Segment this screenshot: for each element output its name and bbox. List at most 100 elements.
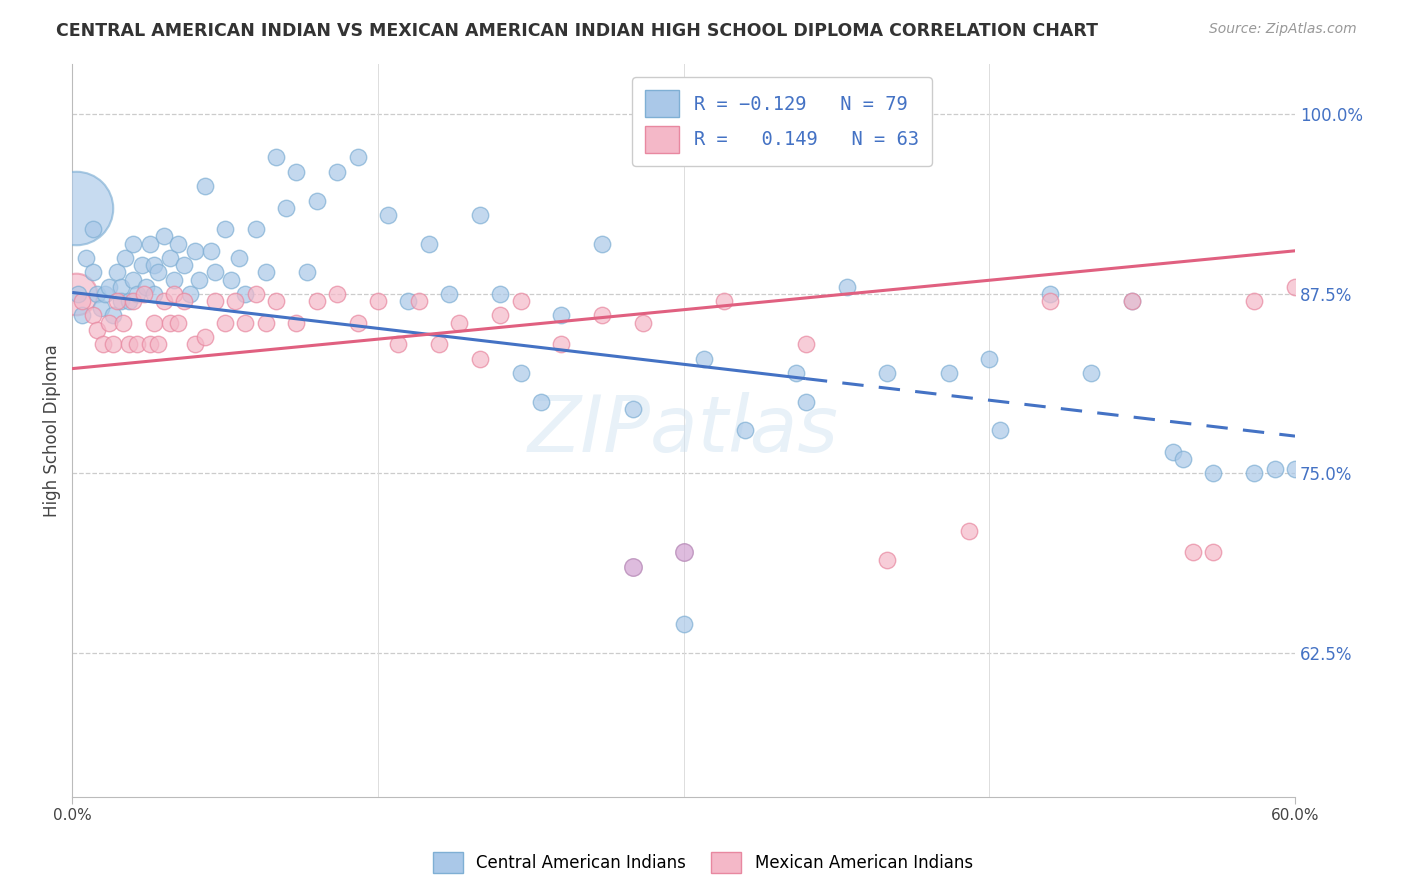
Point — [1121, 294, 1143, 309]
Point — [672, 617, 695, 632]
Point — [305, 294, 328, 309]
Point — [86, 286, 108, 301]
Point — [122, 236, 145, 251]
Point — [118, 337, 141, 351]
Point — [200, 244, 222, 258]
Point — [72, 309, 94, 323]
Point — [90, 301, 112, 316]
Point — [153, 229, 176, 244]
Point — [591, 309, 613, 323]
Point — [214, 316, 236, 330]
Point — [794, 394, 817, 409]
Point — [127, 286, 149, 301]
Point — [693, 351, 716, 366]
Point — [1264, 462, 1286, 476]
Point — [254, 265, 277, 279]
Point — [82, 265, 104, 279]
Point — [146, 337, 169, 351]
Point — [135, 279, 157, 293]
Point — [228, 251, 250, 265]
Point — [101, 309, 124, 323]
Point — [76, 251, 98, 265]
Point — [86, 323, 108, 337]
Point — [194, 330, 217, 344]
Point — [550, 337, 572, 351]
Point — [367, 294, 389, 309]
Point — [621, 401, 644, 416]
Point — [187, 272, 209, 286]
Point — [204, 265, 226, 279]
Y-axis label: High School Diploma: High School Diploma — [44, 344, 60, 516]
Point — [163, 272, 186, 286]
Point — [138, 337, 160, 351]
Point — [82, 222, 104, 236]
Point — [110, 279, 132, 293]
Point — [122, 294, 145, 309]
Point — [408, 294, 430, 309]
Point — [101, 337, 124, 351]
Point — [159, 316, 181, 330]
Point — [1202, 467, 1225, 481]
Point — [183, 337, 205, 351]
Point — [1243, 467, 1265, 481]
Point — [1182, 545, 1205, 559]
Point — [276, 201, 298, 215]
Point — [1284, 279, 1306, 293]
Point — [509, 294, 531, 309]
Point — [245, 286, 267, 301]
Point — [132, 286, 155, 301]
Point — [67, 286, 90, 301]
Point — [65, 201, 87, 215]
Point — [1039, 294, 1062, 309]
Point — [418, 236, 440, 251]
Point — [245, 222, 267, 236]
Point — [183, 244, 205, 258]
Point — [876, 552, 898, 566]
Point — [550, 309, 572, 323]
Point — [235, 316, 257, 330]
Point — [97, 279, 120, 293]
Point — [264, 294, 287, 309]
Point — [122, 272, 145, 286]
Point — [91, 337, 114, 351]
Point — [876, 366, 898, 380]
Point — [118, 294, 141, 309]
Point — [235, 286, 257, 301]
Point — [142, 258, 165, 272]
Point — [110, 294, 132, 309]
Point — [97, 316, 120, 330]
Point — [979, 351, 1001, 366]
Point — [377, 208, 399, 222]
Point — [326, 286, 349, 301]
Point — [146, 265, 169, 279]
Point — [204, 294, 226, 309]
Point — [305, 194, 328, 208]
Point — [938, 366, 960, 380]
Point — [285, 165, 308, 179]
Point — [173, 294, 195, 309]
Point — [427, 337, 450, 351]
Point — [1305, 462, 1327, 476]
Point — [530, 394, 553, 409]
Point — [173, 258, 195, 272]
Point — [72, 294, 94, 309]
Point — [179, 286, 201, 301]
Point — [138, 236, 160, 251]
Point — [387, 337, 409, 351]
Point — [153, 294, 176, 309]
Point — [285, 316, 308, 330]
Point — [254, 316, 277, 330]
Point — [509, 366, 531, 380]
Point — [1202, 545, 1225, 559]
Point — [398, 294, 420, 309]
Point — [591, 236, 613, 251]
Point — [439, 286, 461, 301]
Legend: Central American Indians, Mexican American Indians: Central American Indians, Mexican Americ… — [426, 846, 980, 880]
Point — [82, 309, 104, 323]
Point — [163, 286, 186, 301]
Point — [1080, 366, 1102, 380]
Point — [105, 265, 128, 279]
Point — [621, 559, 644, 574]
Point — [142, 316, 165, 330]
Point — [1346, 279, 1368, 293]
